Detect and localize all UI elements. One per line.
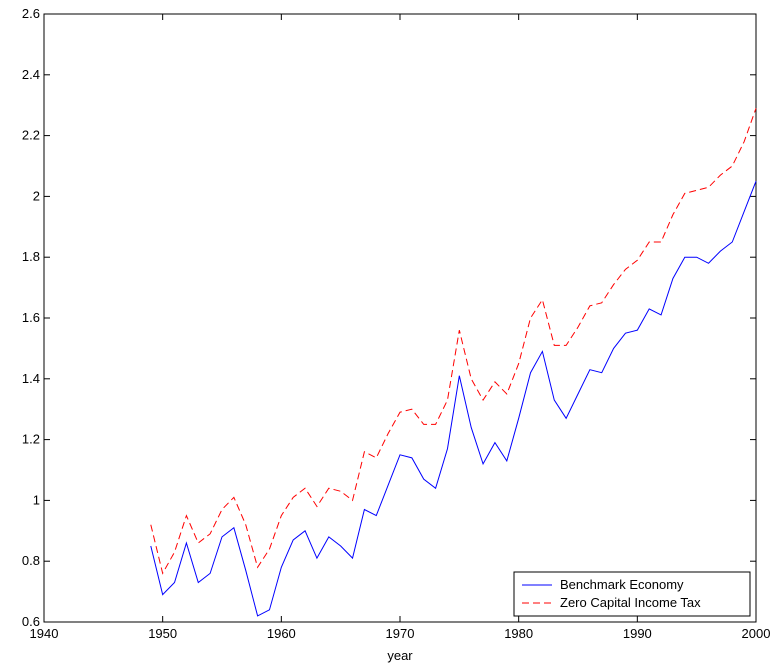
y-tick-label: 1.4 [22, 371, 40, 386]
plot-area [43, 13, 757, 623]
y-tick-label: 1.8 [22, 249, 40, 264]
legend-label-2: Zero Capital Income Tax [560, 595, 701, 610]
y-tick-label: 0.8 [22, 553, 40, 568]
legend: Benchmark Economy Zero Capital Income Tax [513, 571, 751, 617]
y-axis: 0.6 0.8 1 1.2 1.4 1.6 1.8 2 2.2 2.4 2.6 [22, 6, 756, 629]
y-tick-label: 1 [33, 492, 40, 507]
x-tick-label: 1940 [30, 626, 59, 641]
y-tick-label: 2.4 [22, 67, 40, 82]
legend-label-1: Benchmark Economy [560, 577, 684, 592]
x-axis-label: year [387, 648, 413, 663]
x-axis: 1940 1950 1960 1970 1980 1990 2000 [30, 14, 771, 641]
x-tick-label: 1960 [267, 626, 296, 641]
y-tick-label: 2 [33, 188, 40, 203]
x-tick-label: 1980 [504, 626, 533, 641]
series-line-2 [150, 108, 757, 575]
x-tick-label: 1990 [623, 626, 652, 641]
x-tick-label: 2000 [742, 626, 771, 641]
legend-box [513, 571, 751, 617]
y-tick-label: 2.6 [22, 6, 40, 21]
y-tick-label: 1.6 [22, 310, 40, 325]
y-tick-label: 2.2 [22, 128, 40, 143]
x-tick-label: 1970 [386, 626, 415, 641]
series-line-1 [150, 181, 757, 617]
y-tick-label: 0.6 [22, 614, 40, 629]
y-tick-label: 1.2 [22, 432, 40, 447]
x-tick-label: 1950 [148, 626, 177, 641]
series-layer [150, 108, 757, 617]
